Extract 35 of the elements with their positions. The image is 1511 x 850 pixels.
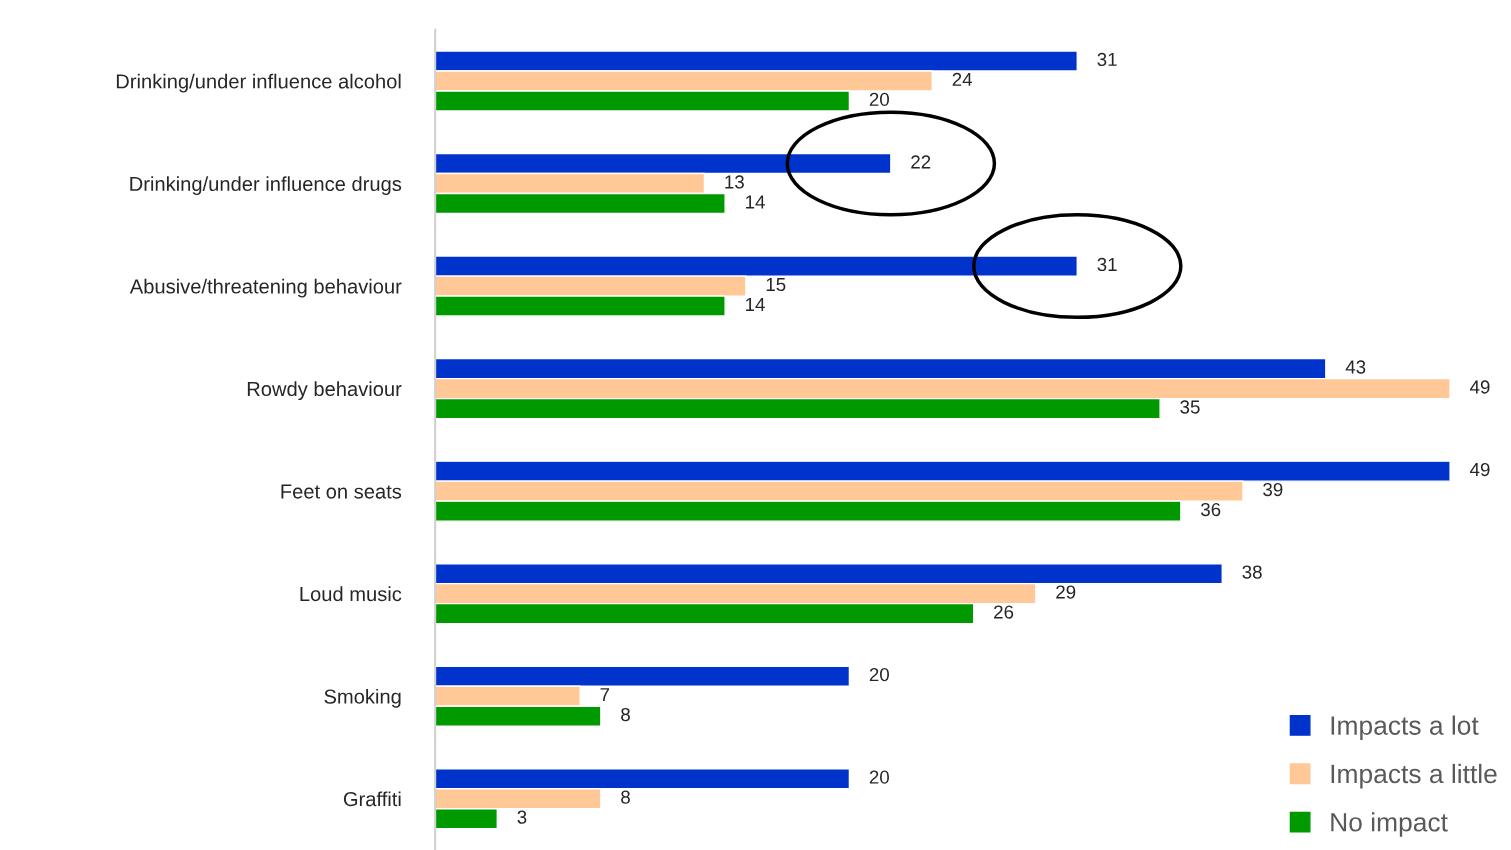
data-label: 20 (869, 92, 889, 107)
data-label: 8 (621, 790, 630, 804)
data-label: 35 (1180, 400, 1200, 414)
data-label: 31 (1097, 52, 1117, 67)
data-label: 49 (1469, 380, 1490, 394)
data-label: 39 (1263, 482, 1283, 497)
data-label: 20 (869, 667, 889, 682)
legend-label: Impacts a lot (1331, 715, 1479, 741)
data-label: 14 (746, 298, 765, 311)
data-label: 38 (1242, 565, 1262, 579)
data-label: 7 (600, 688, 610, 702)
y-tick-label: Drinking/under influence drugs (130, 176, 402, 196)
data-label: 8 (621, 707, 630, 722)
data-label: 14 (746, 195, 765, 209)
legend-label: No impact (1331, 812, 1448, 837)
y-tick-label: Graffiti (343, 791, 401, 807)
y-tick-label: Feet on seats (281, 484, 402, 499)
data-label: 15 (766, 278, 786, 292)
legend-label: Impacts a little (1331, 763, 1497, 789)
y-tick-label: Abusive/threatening behaviour (129, 278, 402, 298)
y-tick-label: Rowdy behaviour (247, 381, 402, 401)
y-tick-label: Smoking (324, 688, 401, 708)
data-label: 22 (911, 155, 931, 169)
data-label: 43 (1345, 360, 1366, 374)
data-label: 20 (869, 770, 889, 784)
data-label: 24 (952, 72, 973, 86)
data-label: 29 (1056, 585, 1076, 599)
data-label: 49 (1469, 462, 1490, 477)
data-label: 26 (994, 605, 1014, 619)
data-label: 13 (725, 175, 744, 189)
data-label: 3 (517, 810, 527, 824)
data-label: 36 (1200, 502, 1221, 517)
y-tick-label: Drinking/under influence alcohol (116, 73, 401, 93)
y-tick-label: Loud music (300, 586, 402, 602)
data-label: 31 (1097, 257, 1117, 272)
